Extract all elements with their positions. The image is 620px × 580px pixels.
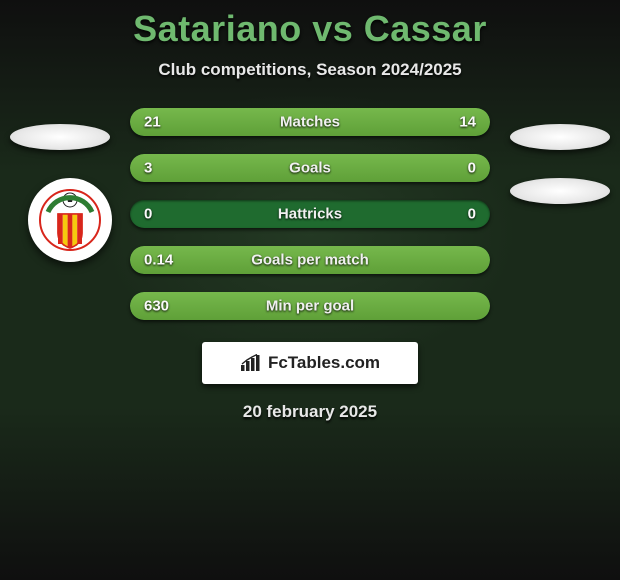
brand-text: FcTables.com [268, 353, 380, 373]
stat-label: Hattricks [278, 206, 342, 223]
stat-value-left: 3 [144, 160, 152, 177]
stat-label: Goals per match [251, 252, 369, 269]
player-right-club-badge [510, 178, 610, 204]
player-left-badge [10, 124, 110, 150]
stat-value-left: 0.14 [144, 252, 173, 269]
brand-chart-icon [240, 354, 262, 372]
stat-value-right: 14 [459, 114, 476, 131]
stat-value-right: 0 [468, 206, 476, 223]
stat-row: Matches 21 14 [130, 108, 490, 136]
date-label: 20 february 2025 [243, 402, 377, 422]
stat-row: Goals per match 0.14 [130, 246, 490, 274]
player-left-club-logo [28, 178, 112, 262]
stat-label: Min per goal [266, 298, 354, 315]
stat-value-right: 0 [468, 160, 476, 177]
stat-row: Min per goal 630 [130, 292, 490, 320]
stat-value-left: 630 [144, 298, 169, 315]
page-subtitle: Club competitions, Season 2024/2025 [158, 60, 461, 80]
stat-label: Goals [289, 160, 331, 177]
stat-row: Hattricks 0 0 [130, 200, 490, 228]
stat-value-left: 0 [144, 206, 152, 223]
stat-value-left: 21 [144, 114, 161, 131]
club-logo-svg [28, 178, 112, 262]
player-right-badge [510, 124, 610, 150]
page-title: Satariano vs Cassar [133, 8, 487, 50]
brand-box[interactable]: FcTables.com [202, 342, 418, 384]
stat-label: Matches [280, 114, 340, 131]
comparison-card: Satariano vs Cassar Club competitions, S… [0, 0, 620, 580]
stat-row: Goals 3 0 [130, 154, 490, 182]
stats-container: Matches 21 14 Goals 3 0 Hattricks 0 0 Goals per m… [130, 108, 490, 320]
